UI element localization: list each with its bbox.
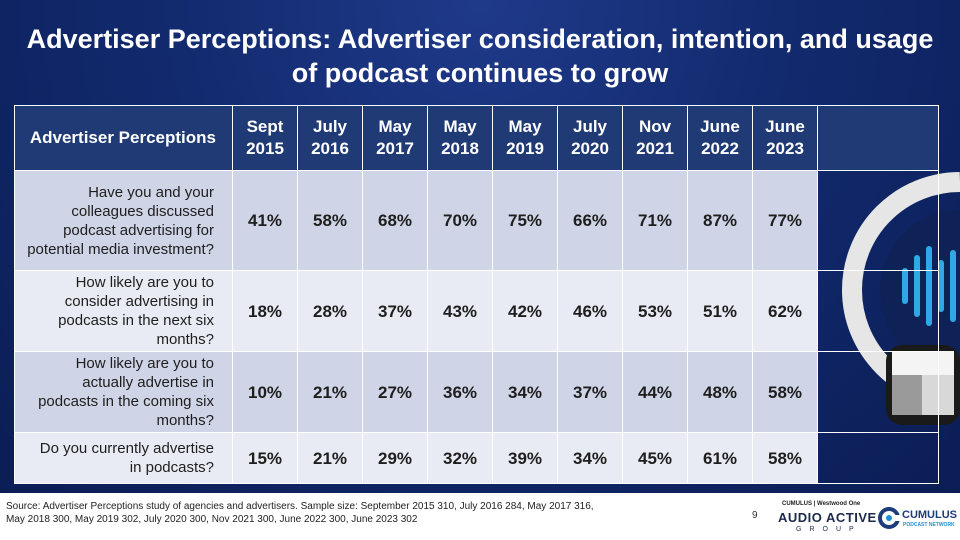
value-cell: 44% bbox=[622, 351, 688, 433]
header-spacer bbox=[817, 105, 939, 171]
table-row: Do you currently advertise in podcasts? … bbox=[14, 432, 939, 484]
value-cell: 10% bbox=[232, 351, 298, 433]
value-cell: 61% bbox=[687, 432, 753, 484]
value-cell: 58% bbox=[752, 432, 818, 484]
source-note: Source: Advertiser Perceptions study of … bbox=[6, 500, 696, 526]
table-row: How likely are you to consider advertisi… bbox=[14, 270, 939, 352]
cumulus-logo-text: CUMULUS bbox=[902, 509, 957, 521]
row-spacer bbox=[817, 432, 939, 484]
column-header: July 2020 bbox=[557, 105, 623, 171]
value-cell: 15% bbox=[232, 432, 298, 484]
value-cell: 32% bbox=[427, 432, 493, 484]
value-cell: 37% bbox=[362, 270, 428, 352]
question-cell: Do you currently advertise in podcasts? bbox=[14, 432, 233, 484]
value-cell: 18% bbox=[232, 270, 298, 352]
question-cell: How likely are you to actually advertise… bbox=[14, 351, 233, 433]
table-row: Have you and your colleagues discussed p… bbox=[14, 170, 939, 271]
table-header-row: Advertiser Perceptions Sept 2015 July 20… bbox=[14, 105, 939, 171]
value-cell: 43% bbox=[427, 270, 493, 352]
value-cell: 70% bbox=[427, 170, 493, 271]
podcast-network-logo-text: PODCAST NETWORK bbox=[903, 522, 955, 528]
value-cell: 77% bbox=[752, 170, 818, 271]
group-logo-text: GROUP bbox=[796, 526, 862, 533]
value-cell: 71% bbox=[622, 170, 688, 271]
column-header: Nov 2021 bbox=[622, 105, 688, 171]
value-cell: 42% bbox=[492, 270, 558, 352]
question-cell: Have you and your colleagues discussed p… bbox=[14, 170, 233, 271]
table-row: How likely are you to actually advertise… bbox=[14, 351, 939, 433]
perceptions-table: Advertiser Perceptions Sept 2015 July 20… bbox=[14, 105, 939, 484]
column-header: Sept 2015 bbox=[232, 105, 298, 171]
cumulus-westwood-logo: CUMULUS | Westwood One bbox=[782, 501, 861, 507]
column-header: May 2018 bbox=[427, 105, 493, 171]
value-cell: 29% bbox=[362, 432, 428, 484]
cumulus-c-icon bbox=[878, 507, 900, 529]
value-cell: 46% bbox=[557, 270, 623, 352]
table-corner-label: Advertiser Perceptions bbox=[14, 105, 233, 171]
slide-title: Advertiser Perceptions: Advertiser consi… bbox=[26, 24, 934, 88]
page-number: 9 bbox=[752, 510, 758, 521]
value-cell: 21% bbox=[297, 351, 363, 433]
column-header: July 2016 bbox=[297, 105, 363, 171]
value-cell: 36% bbox=[427, 351, 493, 433]
column-header: June 2023 bbox=[752, 105, 818, 171]
value-cell: 41% bbox=[232, 170, 298, 271]
brand-logos: CUMULUS | Westwood One AUDIO ACTIVE GROU… bbox=[778, 497, 958, 539]
value-cell: 75% bbox=[492, 170, 558, 271]
value-cell: 53% bbox=[622, 270, 688, 352]
value-cell: 58% bbox=[297, 170, 363, 271]
value-cell: 58% bbox=[752, 351, 818, 433]
value-cell: 45% bbox=[622, 432, 688, 484]
row-spacer bbox=[817, 170, 939, 271]
value-cell: 66% bbox=[557, 170, 623, 271]
value-cell: 87% bbox=[687, 170, 753, 271]
value-cell: 62% bbox=[752, 270, 818, 352]
row-spacer bbox=[817, 270, 939, 352]
value-cell: 34% bbox=[492, 351, 558, 433]
source-line-1: Source: Advertiser Perceptions study of … bbox=[6, 501, 594, 512]
value-cell: 48% bbox=[687, 351, 753, 433]
value-cell: 39% bbox=[492, 432, 558, 484]
row-spacer bbox=[817, 351, 939, 433]
value-cell: 27% bbox=[362, 351, 428, 433]
column-header: June 2022 bbox=[687, 105, 753, 171]
column-header: May 2017 bbox=[362, 105, 428, 171]
value-cell: 68% bbox=[362, 170, 428, 271]
value-cell: 51% bbox=[687, 270, 753, 352]
question-cell: How likely are you to consider advertisi… bbox=[14, 270, 233, 352]
value-cell: 21% bbox=[297, 432, 363, 484]
audio-active-logo: AUDIO ACTIVE bbox=[778, 510, 877, 525]
column-header: May 2019 bbox=[492, 105, 558, 171]
value-cell: 34% bbox=[557, 432, 623, 484]
value-cell: 28% bbox=[297, 270, 363, 352]
value-cell: 37% bbox=[557, 351, 623, 433]
source-line-2: May 2018 300, May 2019 302, July 2020 30… bbox=[6, 514, 418, 525]
